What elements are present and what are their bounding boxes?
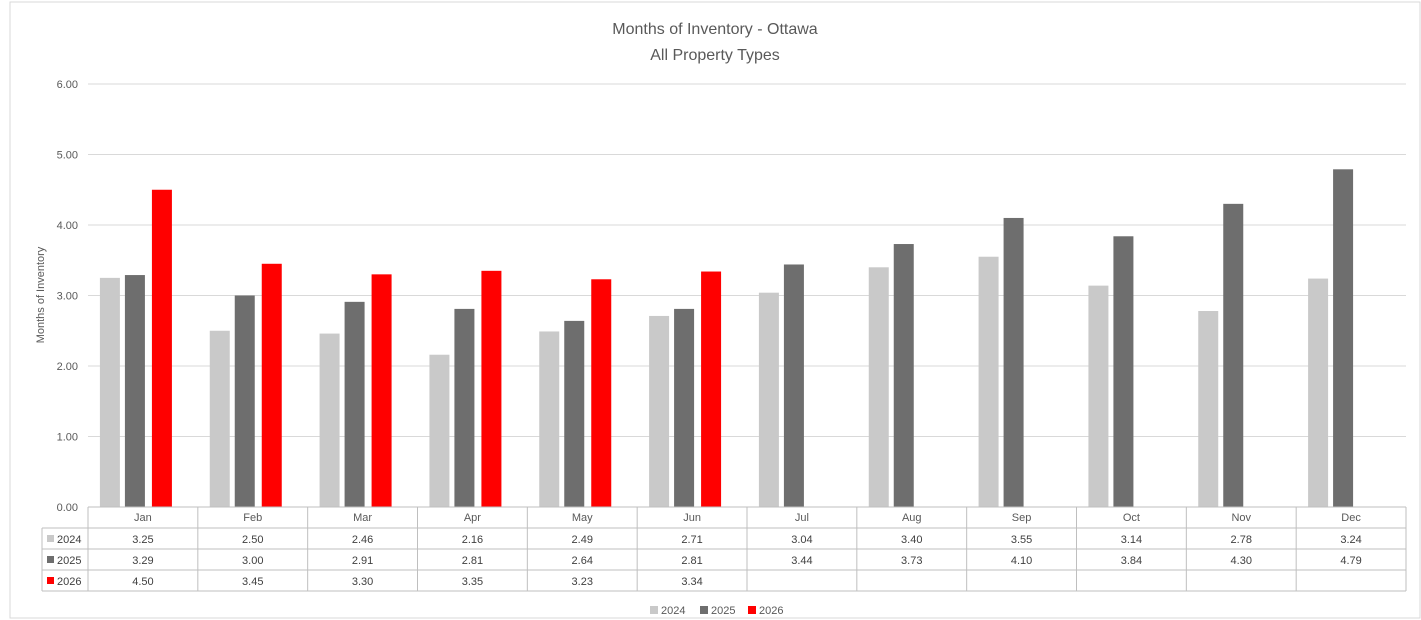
data-label: 3.14 [1121, 534, 1142, 546]
data-label: 2.91 [352, 555, 373, 567]
data-label: 3.04 [791, 534, 812, 546]
data-label: 3.30 [352, 576, 373, 588]
table-series-swatch [47, 556, 54, 563]
data-label: 3.73 [901, 555, 922, 567]
data-label: 3.40 [901, 534, 922, 546]
bar-2025-jun [674, 308, 695, 507]
category-label: Apr [464, 512, 481, 524]
bar-2025-jul [783, 264, 804, 507]
table-series-swatch [47, 535, 54, 542]
table-series-name: 2026 [57, 576, 81, 588]
data-label: 4.30 [1231, 555, 1252, 567]
category-label: Jul [795, 512, 809, 524]
bar-2025-nov [1223, 203, 1244, 507]
bar-2026-jun [701, 271, 722, 507]
bar-2024-apr [429, 354, 450, 507]
bar-2025-apr [454, 308, 475, 507]
bar-2025-dec [1333, 169, 1354, 507]
bar-2026-mar [371, 274, 392, 507]
data-label: 3.44 [791, 555, 812, 567]
category-label: Nov [1231, 512, 1251, 524]
y-tick-label: 4.00 [57, 220, 78, 232]
data-label: 3.00 [242, 555, 263, 567]
legend-swatch-2026 [748, 606, 756, 614]
legend: 2024 2025 2026 [650, 605, 783, 617]
table-series-name: 2024 [57, 534, 81, 546]
data-table: Jan Feb Mar Apr May Jun Jul Aug Sep Oct Nov Dec 2024… [41, 506, 1407, 592]
chart-title: Months of Inventory - Ottawa [612, 21, 818, 38]
category-label: May [572, 512, 593, 524]
table-series-name: 2025 [57, 555, 81, 567]
data-label: 2.71 [681, 534, 702, 546]
bars [99, 169, 1354, 507]
bar-2025-mar [344, 301, 365, 507]
bar-2025-may [564, 320, 585, 507]
bar-2025-feb [234, 295, 255, 507]
bar-2024-jul [758, 292, 779, 507]
category-label: Sep [1012, 512, 1032, 524]
bar-2024-nov [1198, 311, 1219, 507]
y-tick-label: 1.00 [57, 432, 78, 444]
category-label: Mar [353, 512, 372, 524]
bar-2024-dec [1308, 278, 1329, 507]
legend-swatch-2024 [650, 606, 658, 614]
y-tick-labels: 0.00 1.00 2.00 3.00 4.00 5.00 6.00 [57, 79, 78, 514]
data-label: 3.25 [132, 534, 153, 546]
y-tick-label: 5.00 [57, 150, 78, 162]
bar-2024-jun [649, 315, 670, 507]
category-label: Aug [902, 512, 922, 524]
category-label: Jan [134, 512, 152, 524]
y-tick-label: 3.00 [57, 291, 78, 303]
legend-label: 2025 [711, 605, 735, 617]
category-label: Jun [683, 512, 701, 524]
y-tick-label: 0.00 [57, 502, 78, 514]
data-label: 3.84 [1121, 555, 1142, 567]
bar-2026-jan [151, 189, 172, 507]
y-axis-label: Months of Inventory [35, 246, 47, 343]
bar-2026-may [591, 279, 612, 507]
bar-2024-mar [319, 333, 340, 507]
data-label: 3.29 [132, 555, 153, 567]
data-label: 2.50 [242, 534, 263, 546]
bar-2025-aug [893, 244, 914, 507]
data-label: 3.23 [572, 576, 593, 588]
bar-2026-apr [481, 270, 502, 507]
bar-2024-may [539, 331, 560, 507]
bar-2026-feb [261, 263, 282, 507]
data-label: 2.78 [1231, 534, 1252, 546]
bar-2025-jan [124, 275, 145, 507]
data-label: 3.34 [681, 576, 702, 588]
data-label: 4.10 [1011, 555, 1032, 567]
data-label: 2.81 [462, 555, 483, 567]
category-label: Feb [243, 512, 262, 524]
data-label: 2.46 [352, 534, 373, 546]
data-label: 3.35 [462, 576, 483, 588]
y-tick-label: 6.00 [57, 79, 78, 91]
legend-swatch-2025 [700, 606, 708, 614]
data-label: 2.16 [462, 534, 483, 546]
category-label: Dec [1341, 512, 1361, 524]
legend-label: 2026 [759, 605, 783, 617]
data-label: 4.79 [1340, 555, 1361, 567]
bar-2024-sep [978, 256, 999, 507]
data-label: 3.24 [1340, 534, 1361, 546]
data-label: 3.45 [242, 576, 263, 588]
y-tick-label: 2.00 [57, 361, 78, 373]
bar-2025-oct [1113, 236, 1134, 507]
bar-2024-aug [868, 267, 889, 507]
data-label: 2.81 [681, 555, 702, 567]
bar-2024-jan [99, 277, 120, 507]
data-label: 2.49 [572, 534, 593, 546]
chart-subtitle: All Property Types [650, 47, 780, 64]
bar-2024-feb [209, 330, 230, 507]
data-label: 3.55 [1011, 534, 1032, 546]
data-label: 2.64 [572, 555, 593, 567]
table-series-swatch [47, 577, 54, 584]
bar-2025-sep [1003, 217, 1024, 507]
bar-2024-oct [1088, 285, 1109, 507]
legend-label: 2024 [661, 605, 685, 617]
data-label: 4.50 [132, 576, 153, 588]
category-label: Oct [1123, 512, 1140, 524]
